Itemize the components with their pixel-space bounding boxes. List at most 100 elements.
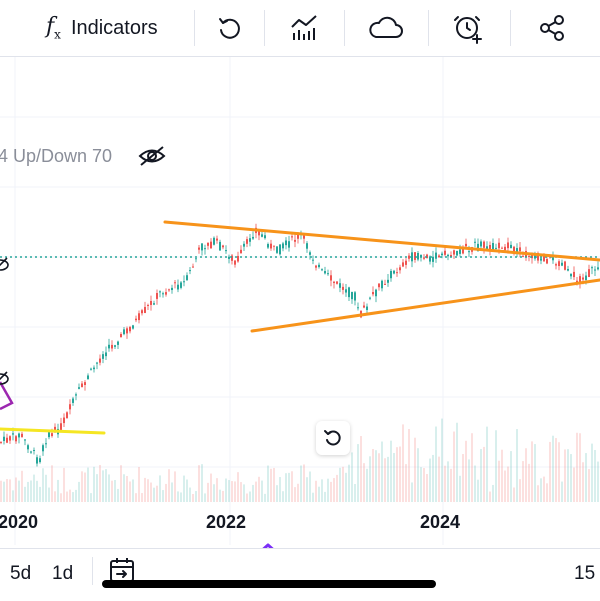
volume-bar <box>42 468 44 502</box>
interval-1d[interactable]: 1d <box>52 563 74 584</box>
candle-body <box>201 243 203 251</box>
support-line[interactable] <box>0 427 106 435</box>
candle-body <box>138 313 140 321</box>
volume-bar <box>105 469 107 502</box>
candle-body <box>597 267 599 270</box>
purple-drawing[interactable] <box>0 381 14 411</box>
candle-body <box>447 254 449 257</box>
undo-icon <box>219 18 240 39</box>
candle-body <box>12 433 14 435</box>
candle-body <box>114 345 116 347</box>
volume-bar <box>528 463 530 502</box>
volume-bar <box>225 478 227 502</box>
volume-bar <box>381 441 383 502</box>
undo-button[interactable] <box>210 0 250 56</box>
toolbar-divider <box>510 10 511 46</box>
volume-bar <box>522 461 524 502</box>
volume-bar <box>555 438 557 502</box>
candle-body <box>393 270 395 274</box>
candle-body <box>99 358 101 363</box>
volume-bar <box>117 488 119 502</box>
candle-body <box>15 436 17 442</box>
candle-body <box>333 281 335 284</box>
eye-off-icon[interactable] <box>138 145 166 167</box>
candle-body <box>519 247 521 252</box>
candle-body <box>513 246 515 254</box>
volume-bar <box>570 454 572 502</box>
candle-body <box>150 300 152 305</box>
candle-body <box>315 265 317 268</box>
candle-body <box>117 341 119 345</box>
eye-off-icon[interactable] <box>0 257 9 272</box>
volume-bar <box>315 480 317 502</box>
volume-bar <box>30 480 32 502</box>
candle-body <box>459 249 461 254</box>
add-alert-button[interactable] <box>448 0 488 56</box>
volume-bar <box>6 479 8 502</box>
volume-bar <box>102 470 104 502</box>
volume-bar <box>273 467 275 502</box>
candle-body <box>573 271 575 278</box>
candle-body <box>243 243 245 247</box>
bar-pattern-button[interactable] <box>284 0 324 56</box>
volume-bar <box>396 447 398 502</box>
candle-body <box>273 245 275 247</box>
candle-body <box>357 307 359 309</box>
candle-body <box>234 260 236 265</box>
volume-bar <box>477 479 479 502</box>
upper-trendline[interactable] <box>163 220 600 262</box>
volume-bar <box>534 444 536 502</box>
interval-5d[interactable]: 5d <box>10 563 32 584</box>
toolbar-divider <box>194 10 195 46</box>
volume-bar <box>165 483 167 502</box>
candle-body <box>183 281 185 283</box>
candle-body <box>270 243 272 249</box>
toolbar-divider <box>264 10 265 46</box>
eye-off-icon[interactable] <box>0 371 9 386</box>
volume-bar <box>540 478 542 502</box>
candle-body <box>480 241 482 247</box>
cloud-button[interactable] <box>364 0 408 56</box>
candle-body <box>144 306 146 313</box>
right-label[interactable]: 15 <box>574 563 596 584</box>
lower-trendline[interactable] <box>250 278 600 333</box>
candle-body <box>291 236 293 238</box>
chart-canvas[interactable] <box>0 57 600 545</box>
volume-bar <box>318 486 320 502</box>
volume-bar <box>408 429 410 502</box>
volume-bar <box>258 476 260 502</box>
candle-body <box>507 242 509 249</box>
volume-bar <box>99 464 101 502</box>
volume-bar <box>171 482 173 502</box>
volume-bar <box>195 491 197 502</box>
bar-pattern-icon <box>291 15 317 40</box>
candle-body <box>252 236 254 239</box>
volume-bar <box>96 474 98 502</box>
volume-bar <box>504 470 506 502</box>
volume-bar <box>432 454 434 502</box>
alarm-add-icon <box>454 16 482 44</box>
candle-body <box>120 334 122 338</box>
volume-bar <box>120 465 122 502</box>
candle-body <box>108 344 110 349</box>
indicators-button[interactable]: fx Indicators <box>46 0 158 56</box>
candle-body <box>204 248 206 250</box>
volume-bar <box>90 493 92 502</box>
candle-body <box>90 368 92 370</box>
reset-chart-button[interactable] <box>316 421 350 455</box>
share-button[interactable] <box>532 0 572 56</box>
candle-body <box>546 258 548 264</box>
candle-body <box>168 289 170 291</box>
volume-bar <box>579 433 581 502</box>
candle-body <box>498 242 500 249</box>
volume-bar <box>426 474 428 502</box>
candle-body <box>228 256 230 259</box>
candle-body <box>342 286 344 290</box>
volume-bar <box>369 456 371 502</box>
chart-pane[interactable]: 4 Up/Down 70 2020 2022 2024 <box>0 57 600 545</box>
volume-bar <box>474 465 476 502</box>
candle-body <box>372 292 374 295</box>
volume-bar <box>210 473 212 502</box>
candle-body <box>42 445 44 452</box>
indicator-legend[interactable]: 4 Up/Down 70 <box>0 145 166 167</box>
